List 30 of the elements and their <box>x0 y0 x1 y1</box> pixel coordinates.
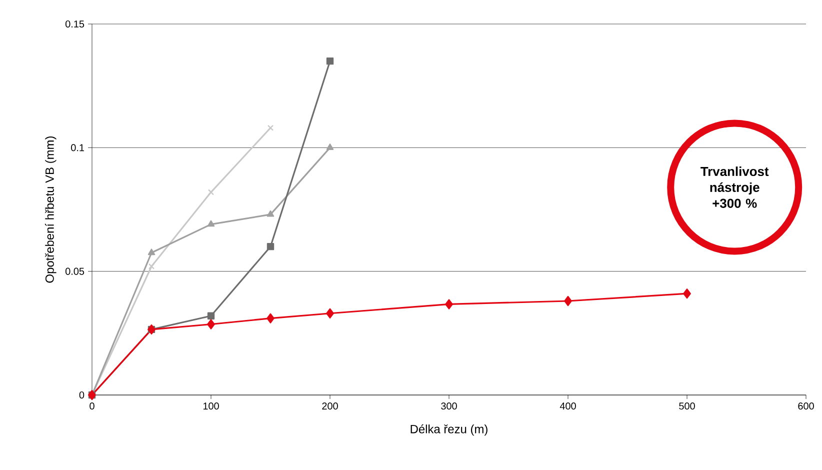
point <box>267 124 274 131</box>
point <box>326 144 334 150</box>
point <box>266 210 274 217</box>
point <box>445 299 453 310</box>
y-tick-label: 0.15 <box>65 20 84 28</box>
point <box>207 319 215 330</box>
point <box>207 312 215 320</box>
x-tick-label: 400 <box>560 402 576 410</box>
point <box>266 243 274 250</box>
point <box>208 189 214 196</box>
point <box>326 58 334 65</box>
point <box>266 313 274 324</box>
point <box>326 308 334 318</box>
x-tick-label: 0 <box>90 402 94 410</box>
y-tick-label: 0.05 <box>65 268 84 275</box>
y-axis-title: Opotřebení hřbetu VB (mm) <box>44 136 56 283</box>
point <box>564 296 572 306</box>
x-axis-title: Délka řezu (m) <box>410 424 488 436</box>
x-tick-label: 100 <box>203 402 219 410</box>
x-tick-label: 500 <box>679 402 695 410</box>
y-tick-label: 0.1 <box>71 144 84 152</box>
point <box>207 220 215 227</box>
x-tick-label: 200 <box>322 402 338 410</box>
point <box>148 248 156 256</box>
x-tick-label: 600 <box>798 402 814 410</box>
annotation: Trvanlivost nástroje +300 % <box>700 166 769 208</box>
point <box>683 288 691 299</box>
x-tick-label: 300 <box>441 402 457 410</box>
y-tick-label: 0 <box>79 391 84 399</box>
point <box>148 263 155 270</box>
